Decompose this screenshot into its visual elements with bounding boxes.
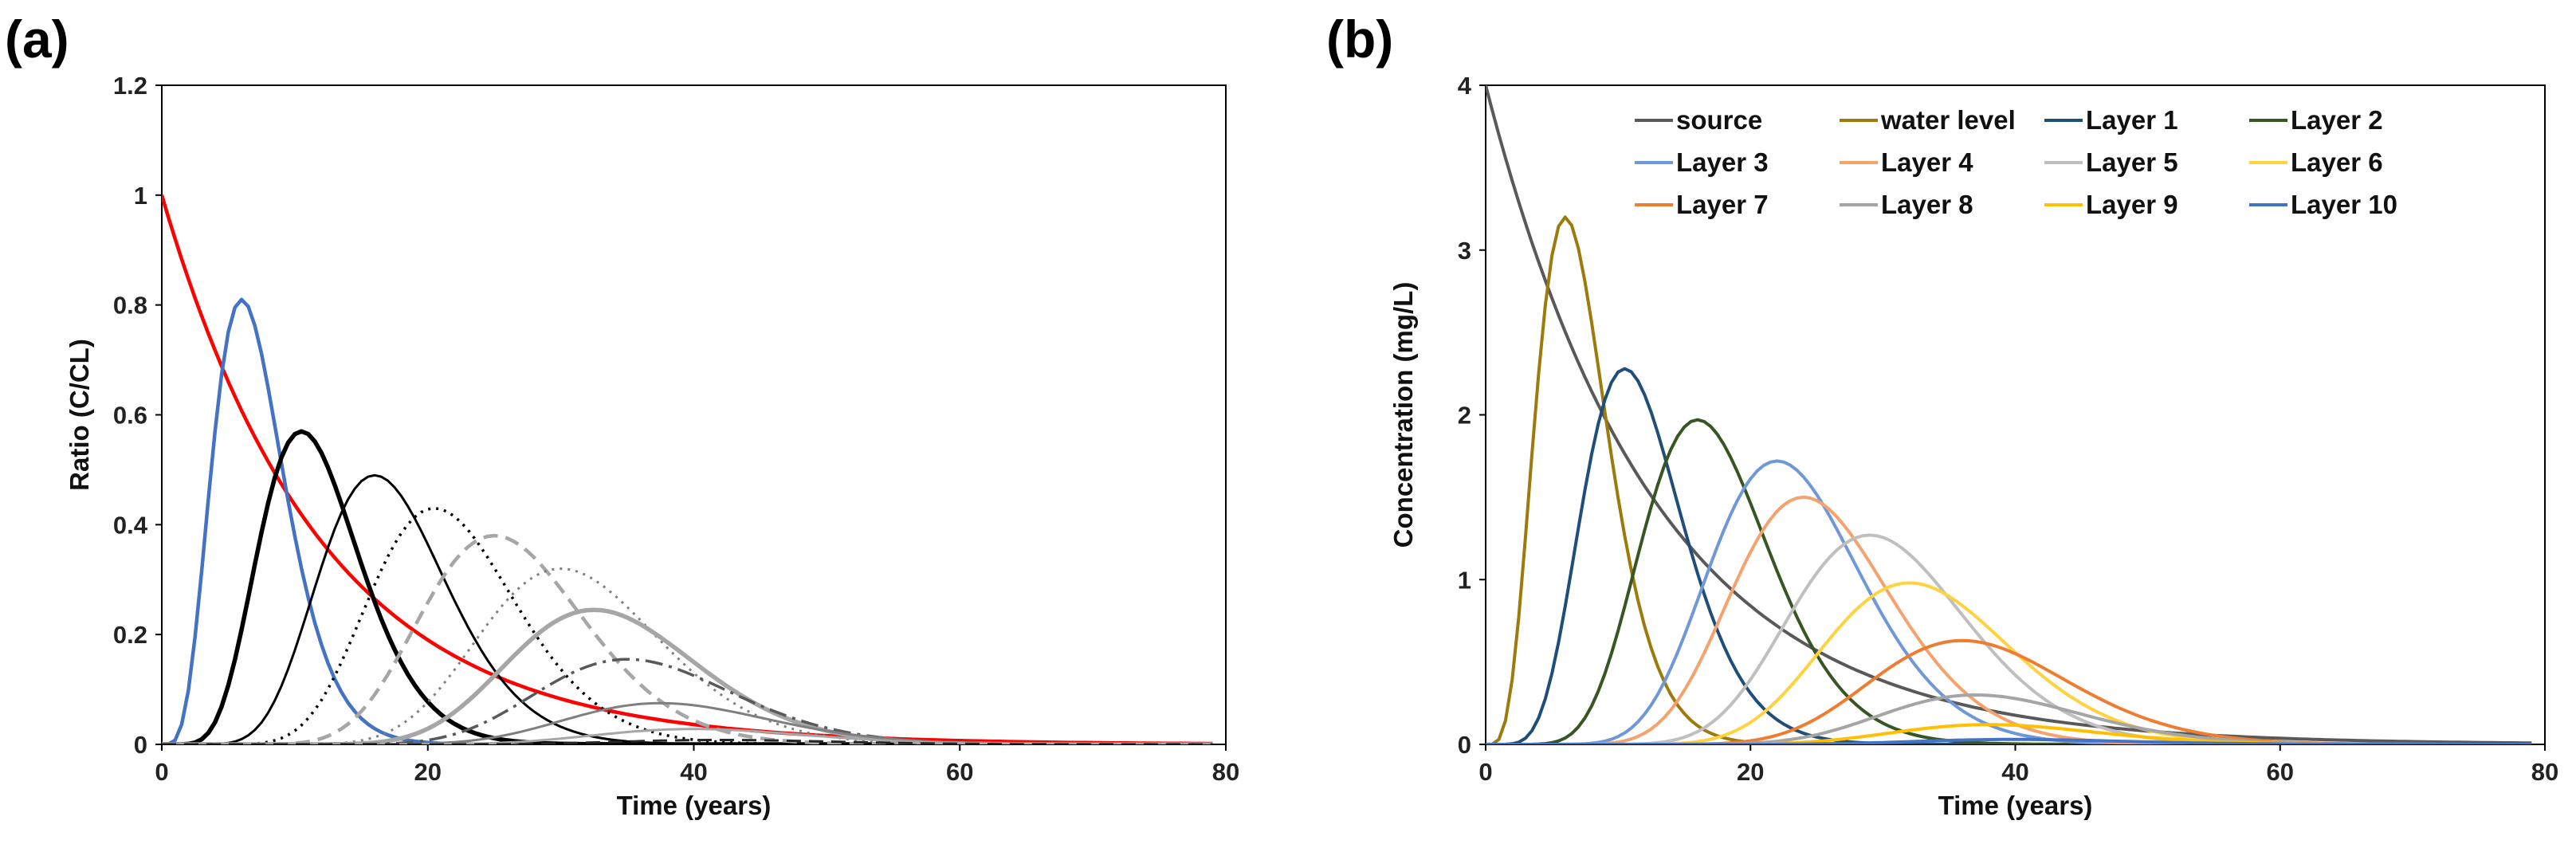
legend-label: Layer 1 — [2086, 105, 2178, 135]
legend-label: Layer 7 — [1676, 190, 1769, 219]
legend-label: Layer 3 — [1676, 147, 1769, 177]
y-tick-label: 3 — [1458, 237, 1471, 265]
y-tick-label: 4 — [1458, 72, 1472, 100]
y-tick-label: 0.8 — [113, 292, 147, 320]
plot-area-a — [161, 84, 1227, 745]
y-tick-label: 0 — [1458, 731, 1471, 759]
legend-label: Layer 2 — [2291, 105, 2383, 135]
series-line-layer-10 — [162, 739, 1213, 744]
legend-label: water level — [1880, 105, 2016, 135]
y-tick-label: 1 — [1458, 566, 1471, 594]
series-line-layer-4 — [1486, 495, 2532, 744]
y-axis-title: Ratio (C/CL) — [65, 339, 94, 491]
x-axis-title: Time (years) — [1938, 791, 2093, 820]
series-line-water-level — [162, 297, 1213, 744]
panel-a-letter: (a) — [5, 10, 69, 69]
y-tick-label: 0.6 — [113, 402, 147, 430]
x-tick-label: 60 — [946, 758, 973, 786]
x-tick-label: 40 — [2001, 758, 2028, 786]
panel-a-chart: 0 0.2 0.4 0.6 0.8 1 1.2 0 20 40 60 80 Time (years) Ra… — [65, 72, 1239, 820]
x-axis-title: Time (years) — [617, 791, 772, 820]
y-tick-label: 1 — [134, 182, 147, 210]
y-tick-label: 2 — [1458, 402, 1471, 430]
x-tick-label: 0 — [1478, 758, 1492, 786]
x-tick-label: 80 — [2531, 758, 2558, 786]
x-tick-label: 40 — [680, 758, 707, 786]
legend-label: Layer 4 — [1881, 147, 1973, 177]
series-line-layer-3 — [162, 506, 1213, 744]
series-line-layer-1 — [162, 429, 1213, 744]
series-line-source — [1486, 85, 2532, 744]
series-line-layer-3 — [1486, 459, 2532, 744]
x-tick-label: 20 — [1737, 758, 1764, 786]
y-tick-label: 0.2 — [113, 621, 147, 649]
legend-label: Layer 9 — [2086, 190, 2178, 219]
plot-area-b — [1485, 84, 2546, 745]
series-line-water-level — [1486, 215, 2532, 744]
x-tick-label: 80 — [1212, 758, 1239, 786]
series-line-layer-4 — [162, 533, 1213, 744]
legend-label: Layer 6 — [2291, 147, 2383, 177]
x-tick-label: 60 — [2267, 758, 2294, 786]
legend-label: Layer 8 — [1881, 190, 1973, 219]
series-line-layer-2 — [1486, 418, 2532, 744]
y-tick-label: 0.4 — [113, 511, 148, 539]
legend-label: Layer 10 — [2291, 190, 2397, 219]
y-axis-title: Concentration (mg/L) — [1388, 282, 1418, 548]
y-tick-label: 0 — [134, 731, 147, 759]
y-tick-label: 1.2 — [113, 72, 147, 100]
series-line-layer-2 — [162, 473, 1213, 744]
legend-label: source — [1676, 105, 1762, 135]
legend-label: Layer 5 — [2086, 147, 2178, 177]
panel-b-letter: (b) — [1326, 10, 1393, 69]
x-tick-label: 20 — [414, 758, 442, 786]
series-line-layer-10 — [1486, 737, 2532, 744]
series-line-layer-1 — [1486, 367, 2532, 744]
x-tick-label: 0 — [155, 758, 168, 786]
